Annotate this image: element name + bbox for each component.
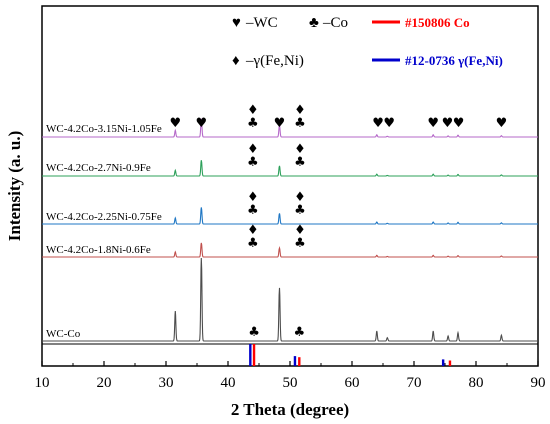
series-layer xyxy=(42,118,538,342)
phase-marker-12: ♣ xyxy=(247,155,259,170)
phase-marker-23: ♥ xyxy=(383,116,395,131)
phase-marker-10: ♣ xyxy=(294,203,306,218)
phase-marker-17: ♦ xyxy=(247,103,259,118)
series-line-4 xyxy=(42,160,538,177)
legend-co-text: –Co xyxy=(322,15,348,31)
phase-marker-21: ♣ xyxy=(294,116,306,131)
x-tick-label-4: 40 xyxy=(221,375,236,391)
x-axis-title: 2 Theta (degree) xyxy=(231,400,349,419)
phase-markers: ♣ ♣♦♣♦♣♦♣♦♣♦♣♦♣♥ ♥♦♣ ♥♦♣ ♥ ♥ ♥ ♥ ♥ ♥ xyxy=(169,103,507,340)
phase-marker-4: ♣ xyxy=(247,236,259,251)
phase-marker-27: ♥ xyxy=(496,116,508,131)
phase-marker-26: ♥ xyxy=(453,116,465,131)
legend-gamma-text: –γ(Fe,Ni) xyxy=(245,53,304,69)
legend-co-symbol: ♣ xyxy=(309,15,319,31)
series-label-1: WC-Co xyxy=(46,328,81,340)
phase-marker-16: ♥ xyxy=(196,116,208,131)
legend-gamma-symbol: ♦ xyxy=(232,53,240,69)
series-label-3: WC-4.2Co-2.25Ni-0.75Fe xyxy=(46,211,162,223)
phase-marker-1: ♣ xyxy=(248,325,260,340)
series-line-2 xyxy=(42,242,538,258)
series-line-1 xyxy=(42,257,538,342)
phase-marker-13: ♦ xyxy=(294,142,306,157)
x-tick-label-3: 30 xyxy=(159,375,174,391)
phase-marker-6: ♣ xyxy=(294,236,306,251)
series-label-4: WC-4.2Co-2.7Ni-0.9Fe xyxy=(46,162,151,174)
x-tick-label-6: 60 xyxy=(345,375,360,391)
reference-bar-1-1 xyxy=(249,344,252,366)
legend: ♥ –WC ♣ –Co #150806 Co ♦ –γ(Fe,Ni) #12-0… xyxy=(232,15,503,69)
reference-bar-1-2 xyxy=(293,356,297,366)
phase-marker-18: ♣ xyxy=(247,116,259,131)
series-label-2: WC-4.2Co-1.8Ni-0.6Fe xyxy=(46,244,151,256)
phase-marker-5: ♦ xyxy=(294,223,306,238)
legend-ref-co-label: #150806 Co xyxy=(405,15,470,30)
phase-marker-25: ♥ xyxy=(442,116,454,131)
phase-marker-14: ♣ xyxy=(294,155,306,170)
reference-bar-2-2 xyxy=(298,357,301,366)
series-line-3 xyxy=(42,207,538,225)
reference-bar-1-3 xyxy=(441,359,445,366)
x-tick-label-7: 70 xyxy=(407,375,422,391)
x-tick-label-8: 80 xyxy=(469,375,484,391)
x-tick-label-1: 10 xyxy=(35,375,50,391)
reference-bar-2-3 xyxy=(448,360,452,366)
reference-bars xyxy=(249,344,452,366)
phase-marker-19: ♥ xyxy=(274,116,286,131)
phase-marker-15: ♥ xyxy=(169,116,181,131)
legend-wc-symbol: ♥ xyxy=(232,15,241,31)
legend-ref-gamma-label: #12-0736 γ(Fe,Ni) xyxy=(405,53,503,68)
legend-wc-text: –WC xyxy=(245,15,278,31)
x-axis-ticks: 10 20 30 40 50 60 70 80 90 xyxy=(35,361,546,391)
phase-marker-22: ♥ xyxy=(372,116,384,131)
series-labels: WC-Co WC-4.2Co-1.8Ni-0.6Fe WC-4.2Co-2.25Ni… xyxy=(46,123,162,340)
phase-marker-20: ♦ xyxy=(294,103,306,118)
phase-marker-24: ♥ xyxy=(427,116,439,131)
phase-marker-8: ♣ xyxy=(247,203,259,218)
phase-marker-9: ♦ xyxy=(294,190,306,205)
reference-bar-2-1 xyxy=(252,344,256,366)
phase-marker-3: ♦ xyxy=(247,223,259,238)
x-tick-label-9: 90 xyxy=(531,375,546,391)
series-label-5: WC-4.2Co-3.15Ni-1.05Fe xyxy=(46,123,162,135)
phase-marker-2: ♣ xyxy=(293,325,305,340)
series-line-5 xyxy=(42,118,538,138)
x-tick-label-5: 50 xyxy=(283,375,298,391)
phase-marker-7: ♦ xyxy=(247,190,259,205)
y-axis-title: Intensity (a. u.) xyxy=(5,131,24,242)
x-tick-label-2: 20 xyxy=(97,375,112,391)
phase-marker-11: ♦ xyxy=(247,142,259,157)
